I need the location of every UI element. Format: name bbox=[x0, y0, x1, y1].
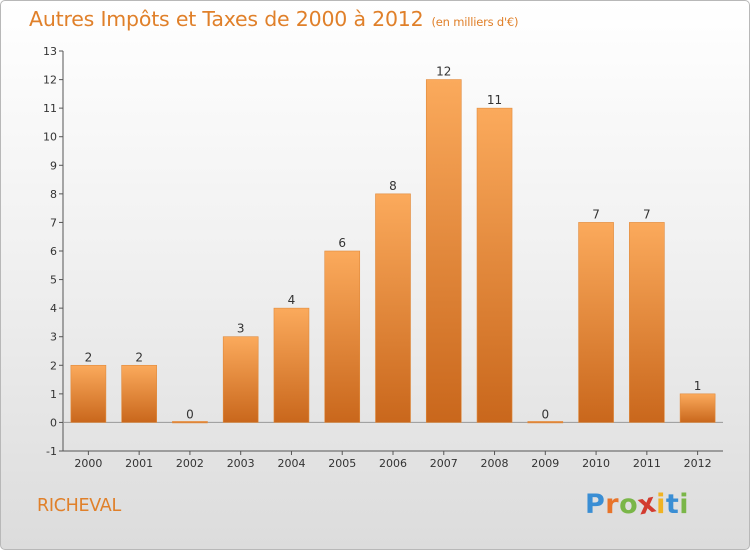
y-tick-label: 7 bbox=[50, 216, 57, 229]
bar-2001 bbox=[121, 364, 157, 423]
data-labels: 2 2 0 3 4 6 8 12 11 0 7 7 1 bbox=[85, 65, 702, 422]
title-main: Autres Impôts et Taxes de 2000 à 2012 bbox=[29, 7, 424, 31]
value-label-2009: 0 bbox=[541, 407, 549, 421]
value-label-2000: 2 bbox=[85, 350, 93, 364]
y-tick-label: 12 bbox=[43, 74, 57, 87]
bars bbox=[70, 79, 716, 424]
bar-2003 bbox=[222, 336, 259, 423]
logo-letter: i bbox=[656, 489, 666, 520]
proxiti-logo: Proxiti bbox=[585, 487, 690, 521]
bar-2002 bbox=[172, 421, 208, 424]
x-tick-label: 2012 bbox=[684, 457, 712, 470]
value-label-2012: 1 bbox=[694, 379, 702, 393]
x-tick-label: 2010 bbox=[582, 457, 610, 470]
y-tick-label: 4 bbox=[50, 302, 57, 315]
x-tick-label: 2003 bbox=[227, 457, 255, 470]
title-unit: (en milliers d'€) bbox=[431, 15, 519, 29]
x-tick-label: 2004 bbox=[277, 457, 305, 470]
bar-2012 bbox=[679, 393, 716, 423]
commune-name: RICHEVAL bbox=[37, 496, 121, 516]
x-tick-label: 2009 bbox=[531, 457, 559, 470]
x-tick-label: 2007 bbox=[430, 457, 458, 470]
chart-title: Autres Impôts et Taxes de 2000 à 2012 (en… bbox=[29, 7, 519, 31]
bar-2011 bbox=[629, 222, 665, 423]
bar-2008 bbox=[476, 107, 513, 423]
y-tick-label: 5 bbox=[50, 274, 57, 287]
x-tick-label: 2002 bbox=[176, 457, 204, 470]
value-label-2004: 4 bbox=[288, 293, 296, 307]
y-tick-label: 10 bbox=[43, 131, 57, 144]
value-label-2006: 8 bbox=[389, 179, 397, 193]
x-tick-label: 2005 bbox=[328, 457, 356, 470]
y-tick-label: 11 bbox=[43, 102, 57, 115]
logo-letter: r bbox=[605, 489, 620, 520]
y-tick-label: 1 bbox=[50, 388, 57, 401]
logo-letter: t bbox=[665, 489, 680, 520]
y-tick-label: 3 bbox=[50, 331, 57, 344]
value-label-2002: 0 bbox=[186, 407, 194, 421]
value-label-2010: 7 bbox=[592, 207, 600, 221]
x-tick-label: 2001 bbox=[125, 457, 153, 470]
value-label-2008: 11 bbox=[487, 93, 502, 107]
value-label-2011: 7 bbox=[643, 207, 651, 221]
x-tick-label: 2011 bbox=[633, 457, 661, 470]
logo-letter: P bbox=[585, 489, 606, 520]
value-label-2005: 6 bbox=[338, 236, 346, 250]
bar-2009 bbox=[527, 421, 564, 424]
value-label-2003: 3 bbox=[237, 322, 245, 336]
bar-2006 bbox=[375, 193, 411, 423]
value-label-2007: 12 bbox=[436, 65, 451, 79]
bar-2004 bbox=[273, 307, 310, 423]
y-tick-label: 13 bbox=[43, 45, 57, 58]
bar-2010 bbox=[578, 222, 614, 423]
bar-2005 bbox=[324, 250, 361, 423]
y-tick-label: -1 bbox=[46, 445, 57, 458]
bar-2007 bbox=[425, 79, 462, 423]
y-tick-label: 9 bbox=[50, 159, 57, 172]
logo-letter: o bbox=[619, 489, 639, 520]
y-tick-label: 2 bbox=[50, 359, 57, 372]
bar-2000 bbox=[70, 364, 107, 423]
x-tick-label: 2000 bbox=[74, 457, 102, 470]
value-label-2001: 2 bbox=[135, 350, 143, 364]
y-tick-label: 6 bbox=[50, 245, 57, 258]
x-tick-label: 2006 bbox=[379, 457, 407, 470]
logo-letter: i bbox=[679, 489, 690, 520]
x-tick-label: 2008 bbox=[481, 457, 509, 470]
y-tick-label: 0 bbox=[50, 416, 57, 429]
y-tick-label: 8 bbox=[50, 188, 57, 201]
